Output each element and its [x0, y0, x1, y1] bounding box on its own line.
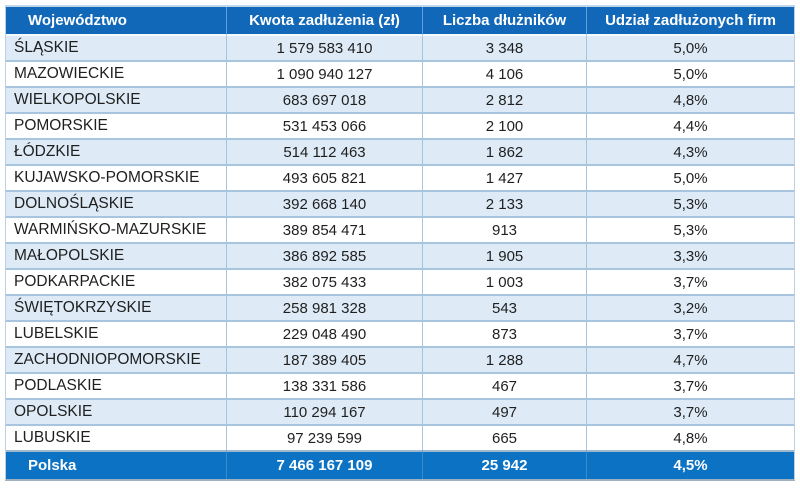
cell-kwota-zadluzenia: 493 605 821 — [227, 166, 423, 192]
column-header-kwota-zadluzenia: Kwota zadłużenia (zł) — [227, 7, 423, 36]
header-row: Województwo Kwota zadłużenia (zł) Liczba… — [6, 7, 794, 36]
table-row: WIELKOPOLSKIE 683 697 018 2 812 4,8% — [6, 88, 794, 114]
table-row: MAZOWIECKIE 1 090 940 127 4 106 5,0% — [6, 62, 794, 88]
cell-kwota-zadluzenia: 110 294 167 — [227, 400, 423, 426]
cell-liczba-dluznikow: 543 — [423, 296, 587, 322]
cell-liczba-dluznikow: 4 106 — [423, 62, 587, 88]
footer-udzial-total: 4,5% — [587, 450, 794, 479]
cell-wojewodztwo: KUJAWSKO-POMORSKIE — [6, 166, 227, 192]
cell-kwota-zadluzenia: 1 090 940 127 — [227, 62, 423, 88]
cell-liczba-dluznikow: 913 — [423, 218, 587, 244]
cell-udzial-zadluzonych: 5,3% — [587, 192, 794, 218]
cell-wojewodztwo: ZACHODNIOPOMORSKIE — [6, 348, 227, 374]
footer-liczba-total: 25 942 — [423, 450, 587, 479]
cell-udzial-zadluzonych: 5,0% — [587, 62, 794, 88]
cell-liczba-dluznikow: 665 — [423, 426, 587, 450]
cell-kwota-zadluzenia: 258 981 328 — [227, 296, 423, 322]
cell-liczba-dluznikow: 2 133 — [423, 192, 587, 218]
cell-liczba-dluznikow: 1 427 — [423, 166, 587, 192]
cell-udzial-zadluzonych: 3,2% — [587, 296, 794, 322]
cell-udzial-zadluzonych: 5,3% — [587, 218, 794, 244]
column-header-liczba-dluznikow: Liczba dłużników — [423, 7, 587, 36]
cell-wojewodztwo: PODLASKIE — [6, 374, 227, 400]
cell-kwota-zadluzenia: 138 331 586 — [227, 374, 423, 400]
cell-wojewodztwo: ŁÓDZKIE — [6, 140, 227, 166]
cell-liczba-dluznikow: 3 348 — [423, 36, 587, 62]
table-row: LUBUSKIE 97 239 599 665 4,8% — [6, 426, 794, 450]
cell-kwota-zadluzenia: 382 075 433 — [227, 270, 423, 296]
table-row: MAŁOPOLSKIE 386 892 585 1 905 3,3% — [6, 244, 794, 270]
cell-wojewodztwo: ŚWIĘTOKRZYSKIE — [6, 296, 227, 322]
table-row: KUJAWSKO-POMORSKIE 493 605 821 1 427 5,0… — [6, 166, 794, 192]
cell-wojewodztwo: POMORSKIE — [6, 114, 227, 140]
cell-wojewodztwo: DOLNOŚLĄSKIE — [6, 192, 227, 218]
cell-liczba-dluznikow: 2 812 — [423, 88, 587, 114]
cell-wojewodztwo: PODKARPACKIE — [6, 270, 227, 296]
column-header-wojewodztwo: Województwo — [6, 7, 227, 36]
cell-kwota-zadluzenia: 187 389 405 — [227, 348, 423, 374]
cell-wojewodztwo: WIELKOPOLSKIE — [6, 88, 227, 114]
table-row: OPOLSKIE 110 294 167 497 3,7% — [6, 400, 794, 426]
cell-wojewodztwo: LUBELSKIE — [6, 322, 227, 348]
table-row: ŁÓDZKIE 514 112 463 1 862 4,3% — [6, 140, 794, 166]
table-row: PODLASKIE 138 331 586 467 3,7% — [6, 374, 794, 400]
cell-udzial-zadluzonych: 3,7% — [587, 322, 794, 348]
cell-udzial-zadluzonych: 3,3% — [587, 244, 794, 270]
cell-udzial-zadluzonych: 4,8% — [587, 426, 794, 450]
cell-udzial-zadluzonych: 3,7% — [587, 374, 794, 400]
table-row: ZACHODNIOPOMORSKIE 187 389 405 1 288 4,7… — [6, 348, 794, 374]
cell-kwota-zadluzenia: 392 668 140 — [227, 192, 423, 218]
cell-wojewodztwo: LUBUSKIE — [6, 426, 227, 450]
cell-kwota-zadluzenia: 683 697 018 — [227, 88, 423, 114]
cell-wojewodztwo: WARMIŃSKO-MAZURSKIE — [6, 218, 227, 244]
cell-liczba-dluznikow: 1 288 — [423, 348, 587, 374]
footer-row-polska: Polska 7 466 167 109 25 942 4,5% — [6, 450, 794, 479]
table-row: DOLNOŚLĄSKIE 392 668 140 2 133 5,3% — [6, 192, 794, 218]
cell-kwota-zadluzenia: 531 453 066 — [227, 114, 423, 140]
table-row: LUBELSKIE 229 048 490 873 3,7% — [6, 322, 794, 348]
table-footer: Polska 7 466 167 109 25 942 4,5% — [6, 450, 794, 479]
cell-udzial-zadluzonych: 4,8% — [587, 88, 794, 114]
table-header: Województwo Kwota zadłużenia (zł) Liczba… — [6, 7, 794, 36]
table-row: POMORSKIE 531 453 066 2 100 4,4% — [6, 114, 794, 140]
cell-liczba-dluznikow: 1 862 — [423, 140, 587, 166]
cell-udzial-zadluzonych: 5,0% — [587, 166, 794, 192]
table-row: ŚLĄSKIE 1 579 583 410 3 348 5,0% — [6, 36, 794, 62]
cell-kwota-zadluzenia: 386 892 585 — [227, 244, 423, 270]
cell-kwota-zadluzenia: 97 239 599 — [227, 426, 423, 450]
cell-liczba-dluznikow: 2 100 — [423, 114, 587, 140]
table-row: WARMIŃSKO-MAZURSKIE 389 854 471 913 5,3% — [6, 218, 794, 244]
table-row: PODKARPACKIE 382 075 433 1 003 3,7% — [6, 270, 794, 296]
table-body: ŚLĄSKIE 1 579 583 410 3 348 5,0% MAZOWIE… — [6, 36, 794, 450]
cell-udzial-zadluzonych: 4,4% — [587, 114, 794, 140]
cell-wojewodztwo: ŚLĄSKIE — [6, 36, 227, 62]
cell-udzial-zadluzonych: 5,0% — [587, 36, 794, 62]
cell-kwota-zadluzenia: 229 048 490 — [227, 322, 423, 348]
footer-label: Polska — [6, 450, 227, 479]
cell-wojewodztwo: MAŁOPOLSKIE — [6, 244, 227, 270]
cell-udzial-zadluzonych: 4,3% — [587, 140, 794, 166]
cell-wojewodztwo: MAZOWIECKIE — [6, 62, 227, 88]
cell-wojewodztwo: OPOLSKIE — [6, 400, 227, 426]
cell-udzial-zadluzonych: 4,7% — [587, 348, 794, 374]
cell-udzial-zadluzonych: 3,7% — [587, 270, 794, 296]
cell-liczba-dluznikow: 1 905 — [423, 244, 587, 270]
column-header-udzial-zadluzonych-firm: Udział zadłużonych firm — [587, 7, 794, 36]
cell-liczba-dluznikow: 467 — [423, 374, 587, 400]
cell-kwota-zadluzenia: 1 579 583 410 — [227, 36, 423, 62]
table-row: ŚWIĘTOKRZYSKIE 258 981 328 543 3,2% — [6, 296, 794, 322]
cell-kwota-zadluzenia: 514 112 463 — [227, 140, 423, 166]
cell-liczba-dluznikow: 873 — [423, 322, 587, 348]
cell-liczba-dluznikow: 1 003 — [423, 270, 587, 296]
cell-liczba-dluznikow: 497 — [423, 400, 587, 426]
cell-udzial-zadluzonych: 3,7% — [587, 400, 794, 426]
cell-kwota-zadluzenia: 389 854 471 — [227, 218, 423, 244]
debt-by-voivodeship-table: Województwo Kwota zadłużenia (zł) Liczba… — [5, 5, 795, 481]
footer-kwota-total: 7 466 167 109 — [227, 450, 423, 479]
